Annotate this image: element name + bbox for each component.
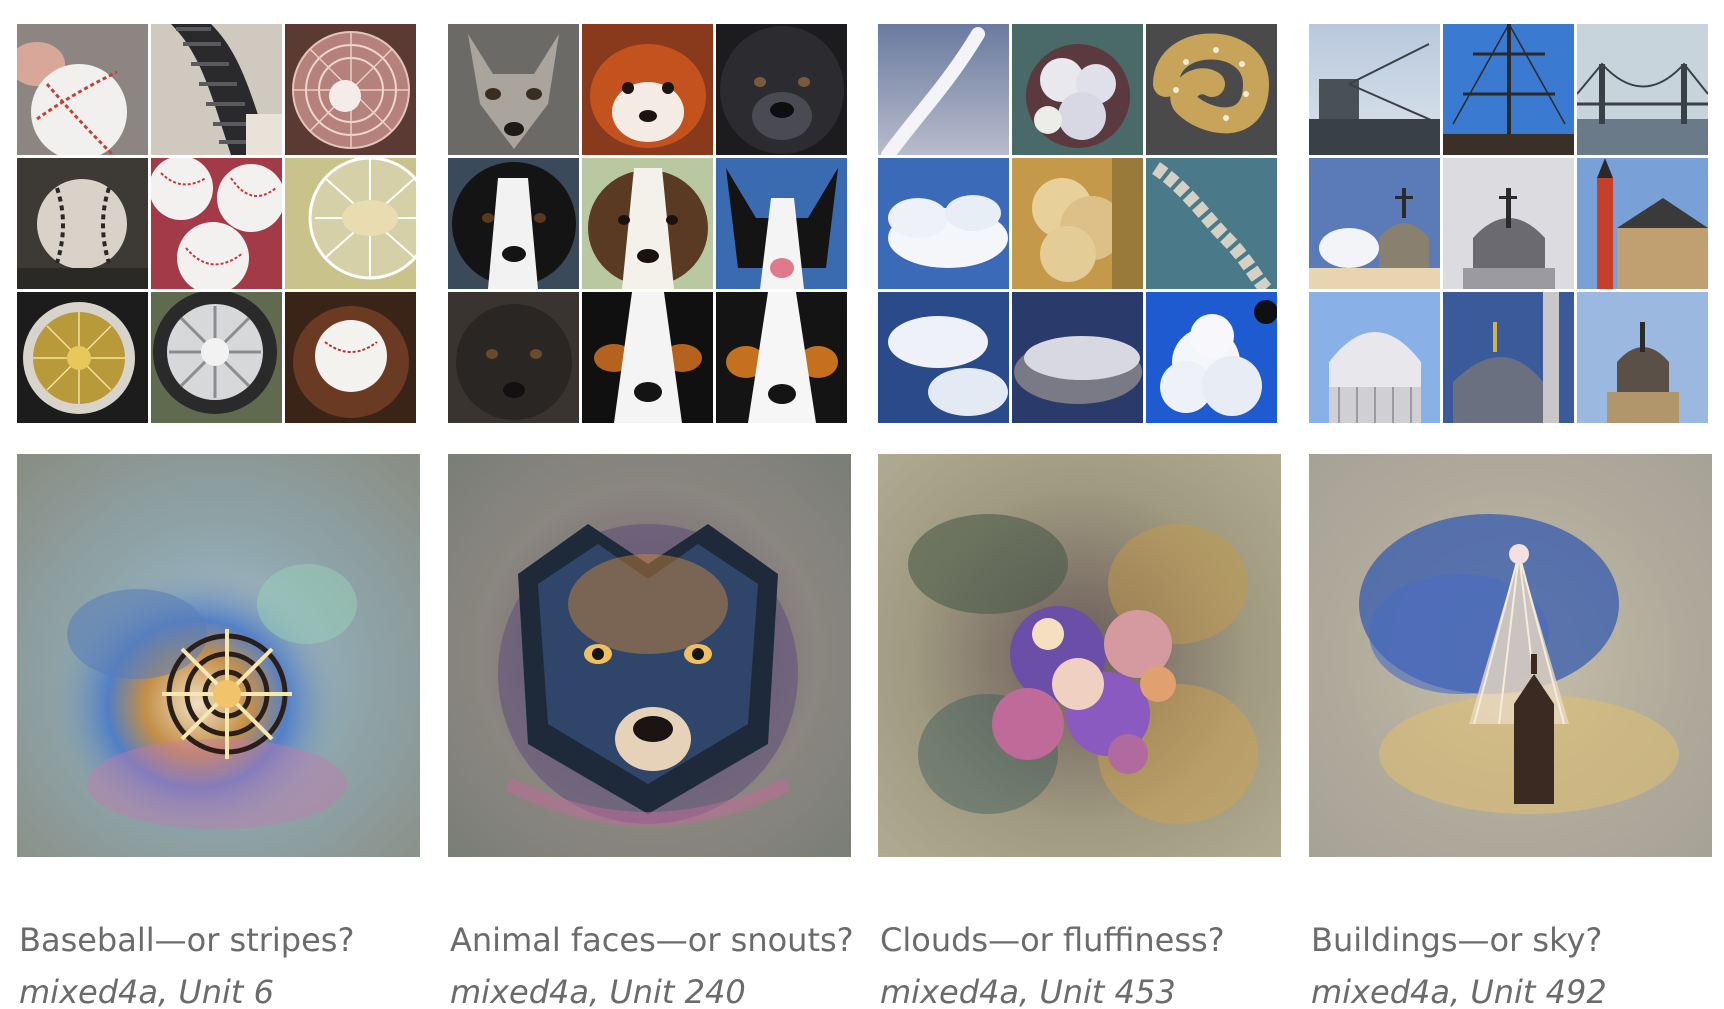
feature-visualization-image: [17, 454, 420, 857]
example-thumbnail: [17, 158, 148, 289]
panel-animal-faces: Animal faces—or snouts? mixed4a, Unit 24…: [448, 24, 854, 1009]
panel-caption: Baseball—or stripes? mixed4a, Unit 6: [19, 914, 439, 1009]
example-thumbnail: [448, 158, 579, 289]
example-thumbnail: [285, 292, 416, 423]
example-thumbnail: [17, 24, 148, 155]
panel-baseball: Baseball—or stripes? mixed4a, Unit 6: [17, 24, 420, 1009]
example-thumbnail: [1012, 158, 1143, 289]
example-thumbnail: [878, 158, 1009, 289]
example-thumbnail: [1012, 292, 1143, 423]
example-image-grid: [1309, 24, 1708, 423]
panel-unit-label: mixed4a, Unit 6: [19, 973, 274, 1009]
example-thumbnail: [582, 24, 713, 155]
example-thumbnail: [1146, 158, 1277, 289]
example-thumbnail: [716, 24, 847, 155]
example-thumbnail: [1577, 24, 1708, 155]
panel-title: Animal faces—or snouts?: [450, 921, 854, 959]
panel-title: Clouds—or fluffiness?: [880, 921, 1225, 959]
example-thumbnail: [1012, 24, 1143, 155]
example-thumbnail: [1146, 292, 1277, 423]
example-thumbnail: [1577, 292, 1708, 423]
example-thumbnail: [582, 158, 713, 289]
panel-caption: Animal faces—or snouts? mixed4a, Unit 24…: [450, 914, 870, 1009]
example-thumbnail: [1577, 158, 1708, 289]
example-thumbnail: [17, 292, 148, 423]
example-thumbnail: [151, 158, 282, 289]
panel-title: Baseball—or stripes?: [19, 921, 355, 959]
panel-unit-label: mixed4a, Unit 492: [1311, 973, 1607, 1009]
example-thumbnail: [285, 24, 416, 155]
panel-caption: Buildings—or sky? mixed4a, Unit 492: [1311, 914, 1724, 1009]
panel-title: Buildings—or sky?: [1311, 921, 1603, 959]
panel-caption: Clouds—or fluffiness? mixed4a, Unit 453: [880, 914, 1300, 1009]
example-thumbnail: [1309, 292, 1440, 423]
example-thumbnail: [582, 292, 713, 423]
example-thumbnail: [151, 24, 282, 155]
example-image-grid: [878, 24, 1277, 423]
example-thumbnail: [716, 292, 847, 423]
example-thumbnail: [1443, 24, 1574, 155]
example-thumbnail: [878, 292, 1009, 423]
example-image-grid: [17, 24, 416, 423]
example-thumbnail: [716, 158, 847, 289]
feature-visualization-image: [1309, 454, 1712, 857]
example-thumbnail: [448, 24, 579, 155]
example-thumbnail: [878, 24, 1009, 155]
example-thumbnail: [1146, 24, 1277, 155]
example-thumbnail: [151, 292, 282, 423]
example-thumbnail: [1443, 292, 1574, 423]
feature-visualization-image: [448, 454, 851, 857]
example-thumbnail: [448, 292, 579, 423]
feature-visualization-image: [878, 454, 1281, 857]
example-thumbnail: [1309, 158, 1440, 289]
panel-clouds: Clouds—or fluffiness? mixed4a, Unit 453: [878, 24, 1281, 1009]
panel-unit-label: mixed4a, Unit 240: [450, 973, 746, 1009]
example-thumbnail: [1443, 158, 1574, 289]
panel-buildings: Buildings—or sky? mixed4a, Unit 492: [1309, 24, 1712, 1009]
example-thumbnail: [285, 158, 416, 289]
example-image-grid: [448, 24, 847, 423]
example-thumbnail: [1309, 24, 1440, 155]
panel-unit-label: mixed4a, Unit 453: [880, 973, 1176, 1009]
